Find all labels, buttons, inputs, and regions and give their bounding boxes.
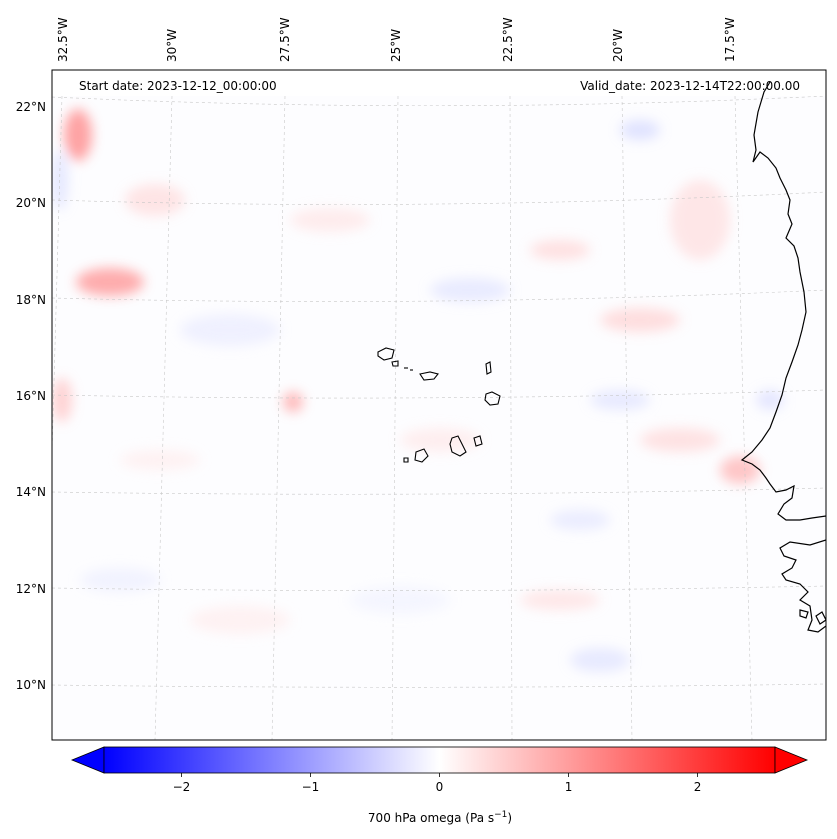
lon-label: 17.5°W (723, 17, 737, 62)
map-area (52, 70, 826, 740)
lat-label: 20°N (16, 196, 46, 210)
lat-label: 14°N (16, 485, 46, 499)
colorbar-ticks: −2 −1 0 1 2 (173, 773, 702, 794)
colorbar-tick-label: −2 (173, 780, 191, 794)
lat-label: 10°N (16, 678, 46, 692)
longitude-labels: 32.5°W 30°W 27.5°W 25°W 22.5°W 20°W 17.5… (56, 17, 737, 62)
colorbar-max-extend (774, 746, 809, 774)
colorbar-bar (103, 746, 776, 774)
lat-label: 12°N (16, 582, 46, 596)
start-date-label: Start date: 2023-12-12_00:00:00 (79, 79, 277, 93)
colorbar-label-exponent: −1 (494, 810, 507, 820)
lon-label: 22.5°W (501, 17, 515, 62)
colorbar: −2 −1 0 1 2 700 hPa omega (Pa s−1) (70, 746, 809, 825)
colorbar-label-suffix: ) (507, 811, 512, 825)
coastline (740, 81, 826, 633)
colorbar-tick-label: 0 (436, 780, 444, 794)
cape-verde-islands (377, 347, 501, 463)
valid-date-label: Valid_date: 2023-12-14T22:00:00.00 (580, 79, 800, 93)
lon-label: 25°W (389, 29, 403, 62)
lon-label: 30°W (165, 29, 179, 62)
colorbar-tick-label: 2 (694, 780, 702, 794)
latitude-labels: 22°N 20°N 18°N 16°N 14°N 12°N 10°N (16, 100, 46, 692)
lat-label: 18°N (16, 293, 46, 307)
colorbar-label-text: 700 hPa omega (Pa s (368, 811, 494, 825)
lat-label: 16°N (16, 389, 46, 403)
colorbar-tick-label: 1 (565, 780, 573, 794)
colorbar-label: 700 hPa omega (Pa s−1) (368, 810, 512, 825)
colorbar-min-extend (70, 746, 105, 774)
colorbar-tick-label: −1 (302, 780, 320, 794)
gridlines (52, 95, 826, 740)
lat-label: 22°N (16, 100, 46, 114)
header-band (52, 70, 826, 96)
omega-field (52, 109, 784, 672)
map-border (51, 69, 827, 741)
lon-label: 20°W (611, 29, 625, 62)
lon-label: 32.5°W (56, 17, 70, 62)
lon-label: 27.5°W (278, 17, 292, 62)
